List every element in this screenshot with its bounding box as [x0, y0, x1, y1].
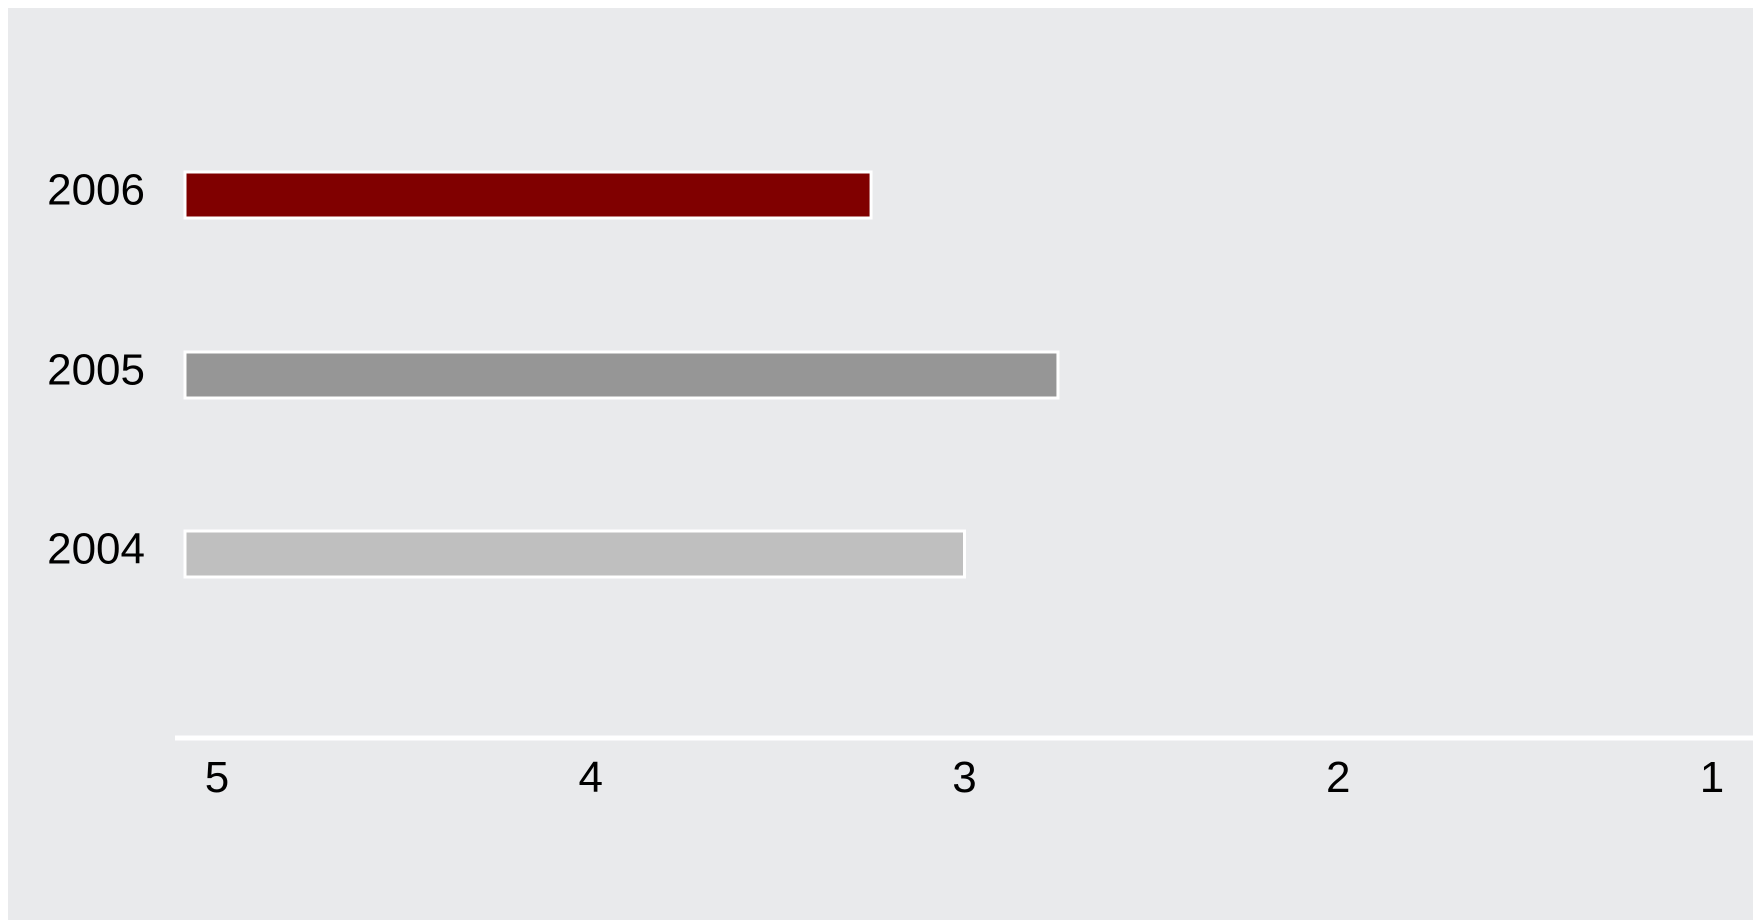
- bar-2006: [183, 170, 873, 220]
- x-tick-label-4: 4: [579, 753, 603, 802]
- x-tick-labels: 5 4 3 2 1: [205, 753, 1724, 802]
- plot-background: [8, 8, 1753, 920]
- x-tick-label-2: 2: [1326, 753, 1350, 802]
- bar-2005: [183, 350, 1060, 400]
- bars-layer: [183, 170, 1060, 579]
- x-tick-label-5: 5: [205, 753, 229, 802]
- category-label-2006: 2006: [47, 166, 145, 215]
- category-labels: 2006 2005 2004: [47, 166, 145, 574]
- category-label-2004: 2004: [47, 525, 145, 574]
- x-tick-label-3: 3: [952, 753, 976, 802]
- x-tick-label-1: 1: [1700, 753, 1724, 802]
- category-label-2005: 2005: [47, 346, 145, 395]
- bar-2004: [183, 529, 966, 579]
